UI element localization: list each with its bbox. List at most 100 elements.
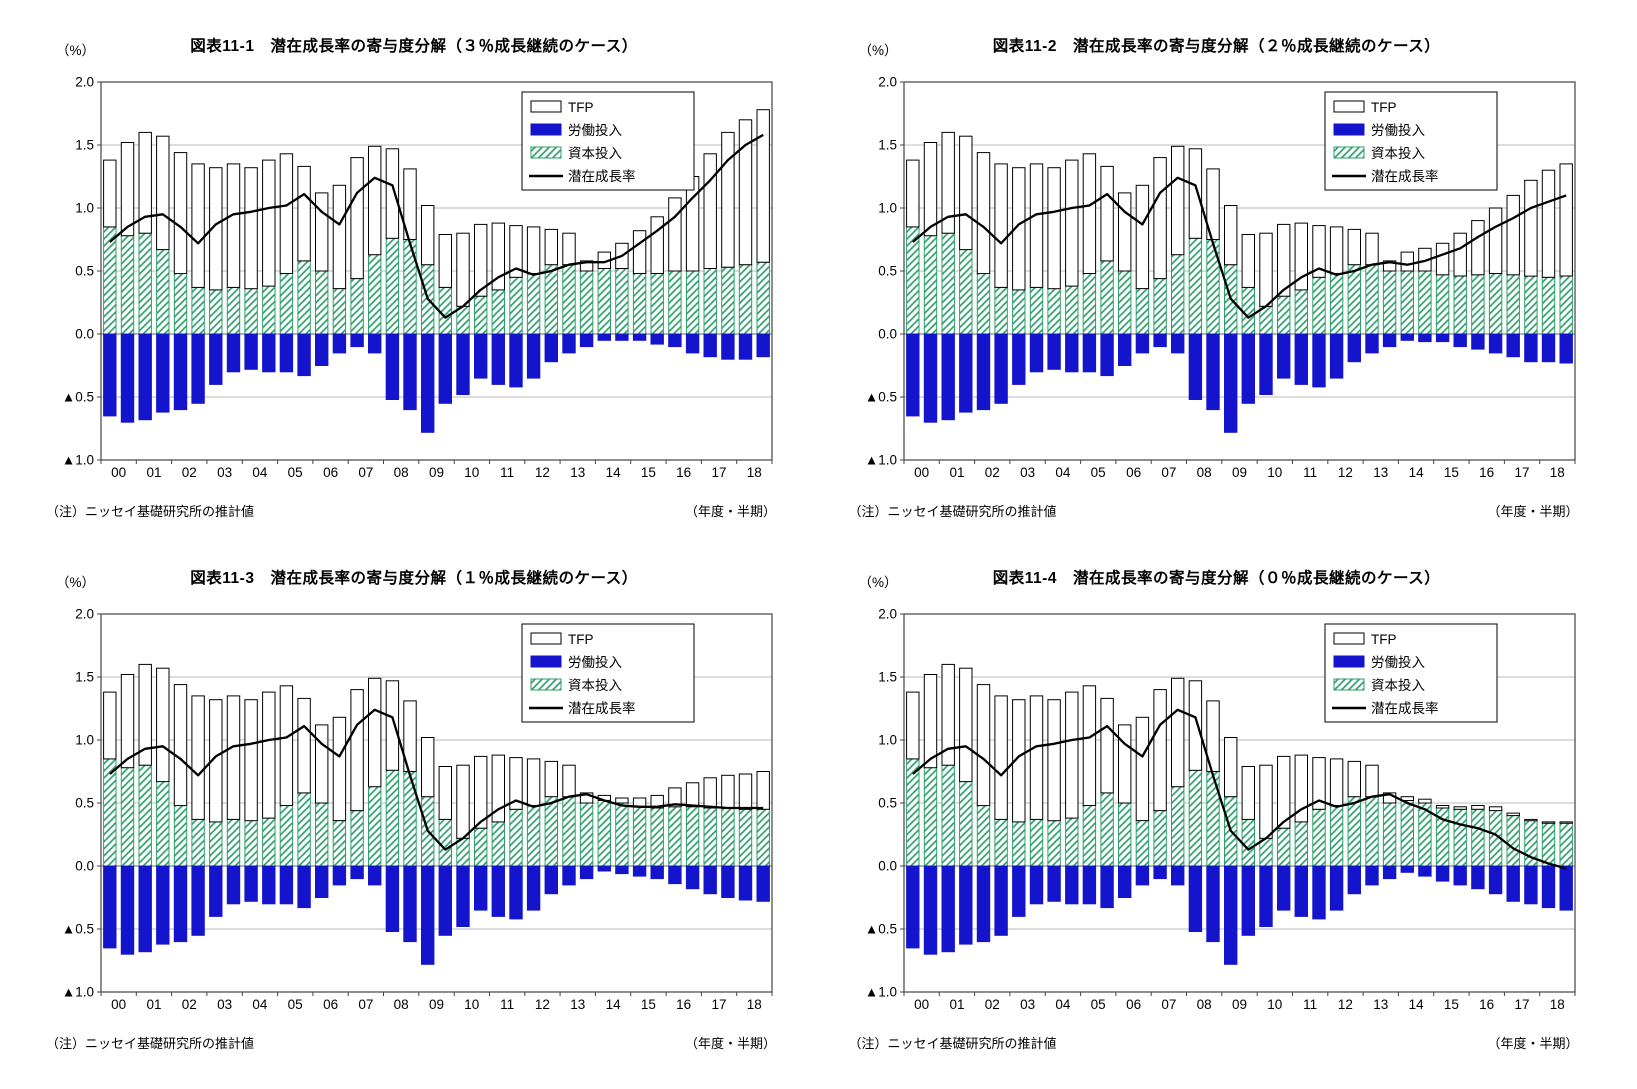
svg-text:1.5: 1.5 [75, 138, 94, 153]
svg-text:03: 03 [217, 997, 232, 1012]
chart-canvas: 2.0 1.5 1.0 0.5 0.0 ▲0.5 ▲1.0 00 01 02 03 04 05 06 07 0… [847, 594, 1587, 1030]
svg-text:00: 00 [914, 465, 929, 480]
svg-text:▲1.0: ▲1.0 [864, 985, 896, 1000]
capital-bars [103, 758, 770, 867]
chart-title: 図表11-1 潜在成長率の寄与度分解（３％成長継続のケース） [190, 38, 638, 55]
svg-text:TFP: TFP [1371, 632, 1397, 647]
chart-footer: （注）ニッセイ基礎研究所の推計値 （年度・半期） [44, 501, 784, 520]
svg-text:潜在成長率: 潜在成長率 [568, 168, 636, 184]
svg-text:18: 18 [747, 997, 762, 1012]
svg-text:15: 15 [641, 465, 656, 480]
svg-text:潜在成長率: 潜在成長率 [1371, 168, 1439, 184]
svg-text:09: 09 [429, 997, 444, 1012]
svg-text:08: 08 [1196, 997, 1211, 1012]
svg-text:16: 16 [676, 465, 691, 480]
svg-text:0.5: 0.5 [878, 796, 897, 811]
svg-text:09: 09 [429, 465, 444, 480]
svg-text:02: 02 [984, 997, 999, 1012]
source-note: （注）ニッセイ基礎研究所の推計値 [848, 504, 1057, 519]
svg-text:14: 14 [606, 465, 622, 480]
svg-text:06: 06 [323, 997, 338, 1012]
x-axis-labels: 00 01 02 03 04 05 06 07 08 09 10 11 12 13 14 15 16 17 18 [903, 460, 1575, 480]
svg-text:03: 03 [217, 465, 232, 480]
chart-title: 図表11-3 潜在成長率の寄与度分解（１％成長継続のケース） [190, 570, 638, 587]
svg-text:11: 11 [500, 465, 514, 480]
svg-text:07: 07 [1161, 465, 1176, 480]
svg-text:▲1.0: ▲1.0 [864, 453, 896, 468]
svg-text:01: 01 [146, 465, 161, 480]
tfp-bars [905, 131, 1573, 307]
svg-text:2.0: 2.0 [75, 75, 94, 90]
svg-text:12: 12 [535, 997, 550, 1012]
svg-text:0.0: 0.0 [75, 327, 94, 342]
svg-text:05: 05 [1090, 465, 1105, 480]
svg-text:0.0: 0.0 [878, 327, 897, 342]
svg-text:04: 04 [1055, 997, 1071, 1012]
svg-text:09: 09 [1231, 465, 1246, 480]
labor-bars [103, 333, 770, 433]
y-axis-unit-label: （%） [858, 43, 898, 58]
svg-text:05: 05 [288, 465, 303, 480]
chart-canvas: 2.0 1.5 1.0 0.5 0.0 ▲0.5 ▲1.0 00 01 02 03 04 05 06 07 0… [44, 594, 784, 1030]
x-axis-labels: 00 01 02 03 04 05 06 07 08 09 10 11 12 13 14 15 16 17 18 [100, 460, 773, 480]
x-axis-labels: 00 01 02 03 04 05 06 07 08 09 10 11 12 13 14 15 16 17 18 [903, 992, 1575, 1012]
svg-text:05: 05 [1090, 997, 1105, 1012]
svg-text:労働投入: 労働投入 [568, 123, 622, 138]
svg-text:04: 04 [1055, 465, 1071, 480]
svg-text:09: 09 [1231, 997, 1246, 1012]
svg-text:10: 10 [1267, 465, 1282, 480]
svg-text:1.0: 1.0 [75, 733, 94, 748]
svg-text:17: 17 [711, 997, 726, 1012]
chart-svg: 2.01.51.00.50.0▲0.5▲1.000 01 02 03 04 05 06 07 0… [62, 607, 773, 1012]
chart-header: （%） 図表11-1 潜在成長率の寄与度分解（３％成長継続のケース） [44, 34, 784, 60]
svg-text:13: 13 [1373, 997, 1388, 1012]
svg-text:11: 11 [500, 997, 514, 1012]
y-axis-unit-label: （%） [56, 575, 96, 590]
capital-bars [103, 226, 770, 335]
svg-text:0.5: 0.5 [75, 796, 94, 811]
svg-text:▲0.5: ▲0.5 [62, 390, 94, 405]
svg-text:04: 04 [252, 997, 268, 1012]
svg-text:10: 10 [1267, 997, 1282, 1012]
svg-text:2.0: 2.0 [878, 75, 897, 90]
svg-text:14: 14 [1408, 465, 1424, 480]
svg-text:労働投入: 労働投入 [1371, 655, 1425, 670]
svg-text:11: 11 [1303, 997, 1317, 1012]
svg-text:12: 12 [1337, 465, 1352, 480]
chart-header: （%） 図表11-4 潜在成長率の寄与度分解（０％成長継続のケース） [847, 566, 1587, 592]
svg-text:08: 08 [1196, 465, 1211, 480]
svg-text:1.5: 1.5 [878, 138, 897, 153]
svg-text:06: 06 [1126, 465, 1141, 480]
svg-text:2.0: 2.0 [878, 607, 897, 622]
svg-text:13: 13 [570, 997, 585, 1012]
y-axis-unit-label: （%） [56, 43, 96, 58]
y-axis-labels: 2.0 1.5 1.0 0.5 0.0 ▲0.5 ▲1.0 [62, 75, 101, 468]
svg-text:▲0.5: ▲0.5 [62, 922, 94, 937]
svg-text:07: 07 [358, 997, 373, 1012]
source-note: （注）ニッセイ基礎研究所の推計値 [46, 504, 255, 519]
svg-text:02: 02 [182, 997, 197, 1012]
chart-footer: （注）ニッセイ基礎研究所の推計値 （年度・半期） [847, 501, 1587, 520]
chart-canvas: 2.0 1.5 1.0 0.5 0.0 ▲0.5 ▲1.0 00 01 02 03 04 05 06 07 0… [847, 62, 1587, 498]
svg-text:0.5: 0.5 [878, 264, 897, 279]
svg-text:17: 17 [1514, 997, 1529, 1012]
svg-text:TFP: TFP [1371, 100, 1397, 115]
svg-text:14: 14 [1408, 997, 1424, 1012]
source-note: （注）ニッセイ基礎研究所の推計値 [848, 1036, 1057, 1051]
svg-text:1.5: 1.5 [75, 670, 94, 685]
svg-text:05: 05 [288, 997, 303, 1012]
tfp-bars [103, 109, 770, 307]
svg-text:資本投入: 資本投入 [568, 146, 622, 161]
potential-growth-line [109, 708, 764, 851]
svg-text:02: 02 [984, 465, 999, 480]
chart-panel-2: （%） 図表11-2 潜在成長率の寄与度分解（２％成長継続のケース） 2.0 1.… [847, 34, 1587, 520]
capital-bars [905, 226, 1573, 335]
x-axis-note: （年度・半期） [684, 1036, 776, 1051]
y-axis-unit-label: （%） [858, 575, 898, 590]
chart-panel-3: （%） 図表11-3 潜在成長率の寄与度分解（１％成長継続のケース） 2.0 1.… [44, 566, 784, 1052]
svg-text:資本投入: 資本投入 [568, 678, 622, 693]
